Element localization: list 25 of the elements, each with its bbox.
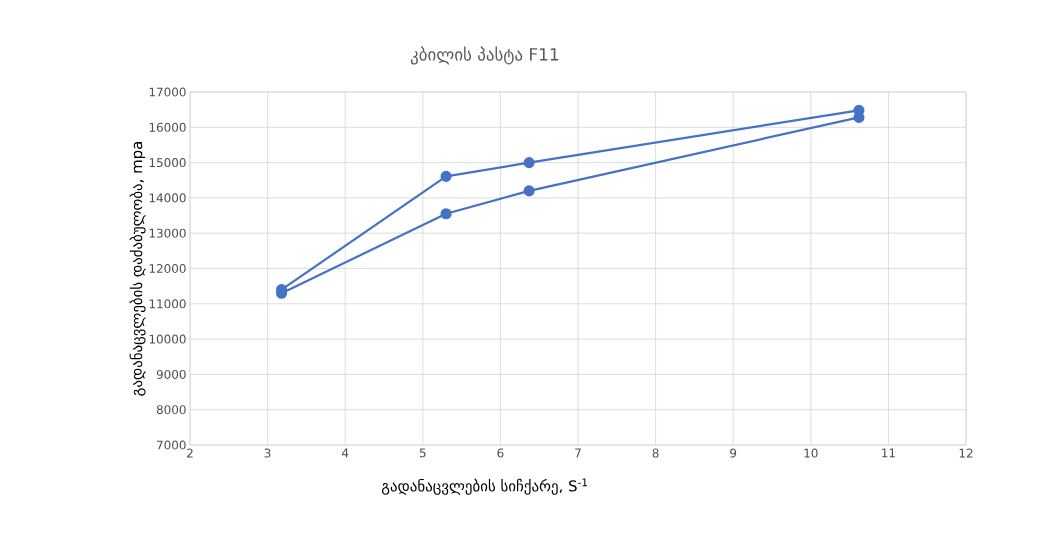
y-tick-label: 14000 (149, 193, 186, 203)
x-tick-label: 11 (882, 448, 895, 458)
x-tick-label: 3 (264, 448, 271, 458)
x-tick-label: 4 (341, 448, 349, 458)
y-tick-label: 8000 (156, 405, 186, 415)
chart-title: კბილის პასტა F11 (410, 46, 559, 65)
x-tick-label: 9 (730, 448, 737, 458)
x-tick-label: 6 (497, 448, 504, 458)
x-axis-title: გადანაცვლების სიჩქარე, S$^{-1}$ (381, 478, 588, 495)
y-tick-label: 16000 (149, 122, 186, 132)
x-tick-label: 12 (959, 448, 973, 458)
x-tick-label: 5 (419, 448, 426, 458)
y-tick-label: 11000 (149, 299, 186, 309)
y-tick-label: 17000 (149, 87, 186, 97)
y-tick-label: 12000 (149, 263, 186, 274)
y-tick-label: 15000 (149, 158, 186, 168)
y-tick-label: 13000 (149, 228, 186, 238)
x-tick-label: 10 (804, 448, 818, 458)
y-tick-label: 10000 (149, 334, 186, 344)
y-tick-label: 7000 (157, 440, 186, 450)
y-tick-label: 9000 (156, 369, 186, 379)
y-axis-title: გადანაცვლების დაძაბულობა, mpa (129, 142, 146, 396)
x-tick-label: 2 (187, 448, 193, 458)
x-tick-label: 7 (575, 448, 581, 458)
x-tick-label: 8 (652, 448, 659, 458)
